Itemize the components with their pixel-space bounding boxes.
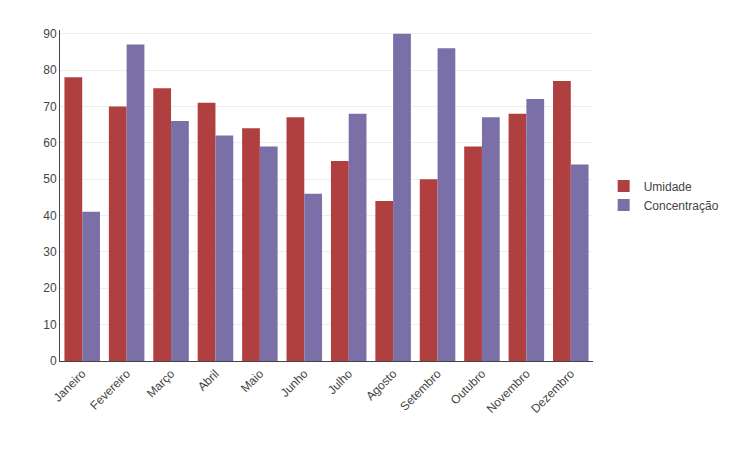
svg-text:Fevereiro: Fevereiro <box>87 367 133 413</box>
svg-text:Setembro: Setembro <box>397 367 444 414</box>
svg-text:Abril: Abril <box>195 367 222 394</box>
svg-text:0: 0 <box>50 354 57 368</box>
svg-text:60: 60 <box>43 136 57 150</box>
svg-text:40: 40 <box>43 209 57 223</box>
svg-text:90: 90 <box>43 27 57 41</box>
svg-text:20: 20 <box>43 281 57 295</box>
svg-text:Agosto: Agosto <box>363 367 400 404</box>
svg-text:Julho: Julho <box>325 367 355 397</box>
svg-text:Dezembro: Dezembro <box>528 367 577 416</box>
svg-text:50: 50 <box>43 172 57 186</box>
svg-text:Maio: Maio <box>238 367 267 396</box>
svg-text:Janeiro: Janeiro <box>51 367 89 405</box>
svg-text:80: 80 <box>43 63 57 77</box>
svg-text:Novembro: Novembro <box>484 367 533 416</box>
svg-text:10: 10 <box>43 318 57 332</box>
svg-text:Umidade: Umidade <box>644 180 692 194</box>
svg-text:70: 70 <box>43 100 57 114</box>
svg-text:Junho: Junho <box>278 367 311 400</box>
svg-text:Outubro: Outubro <box>448 367 489 408</box>
svg-text:Março: Março <box>144 367 178 401</box>
svg-text:30: 30 <box>43 245 57 259</box>
svg-text:Concentração: Concentração <box>644 199 719 213</box>
